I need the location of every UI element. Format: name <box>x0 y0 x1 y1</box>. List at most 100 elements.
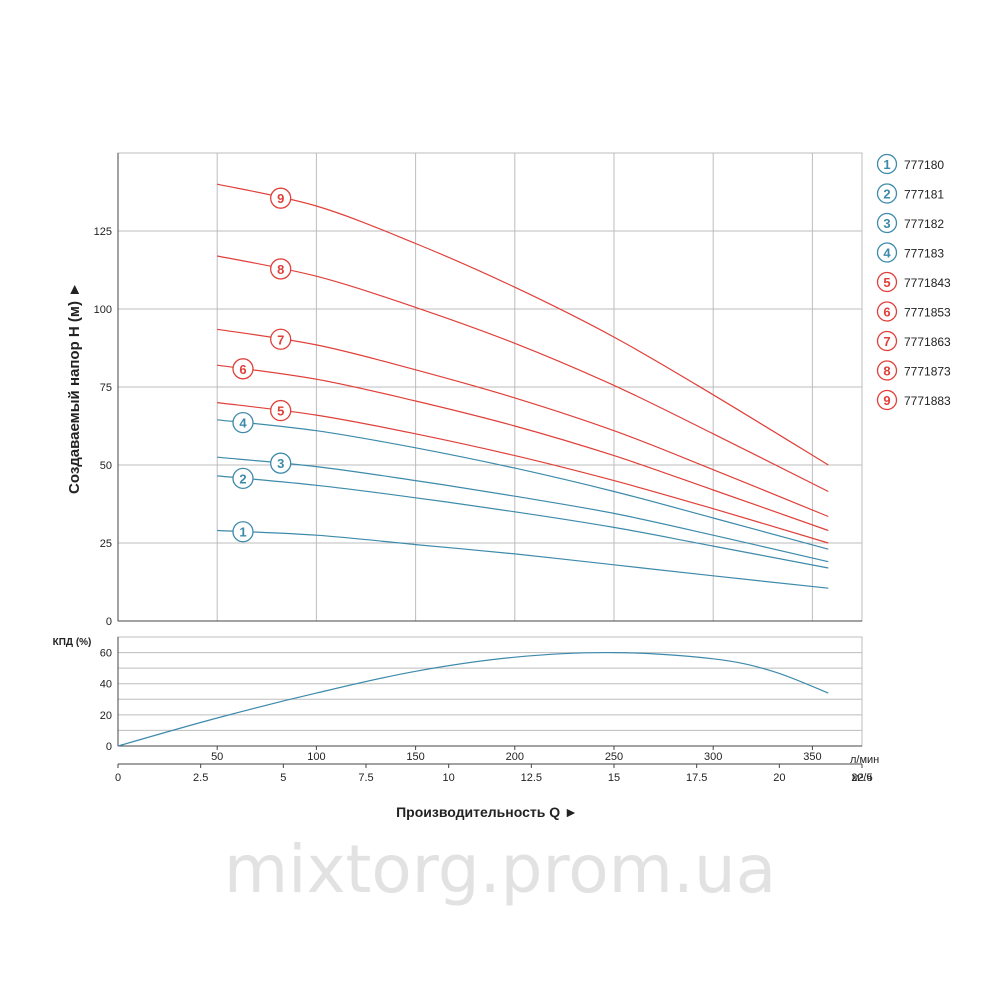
x-unit-m3h: м³/ч <box>852 772 872 784</box>
curve-badge-label: 4 <box>239 416 247 431</box>
legend-badge <box>876 360 898 381</box>
x-tick-label-lpm: 250 <box>605 751 623 763</box>
legend-label: 7771863 <box>904 335 951 349</box>
head-curve-4 <box>217 419 829 550</box>
legend-label: 7771843 <box>904 276 951 290</box>
curve-badge-label: 2 <box>239 471 246 486</box>
efficiency-chart-panel: 0 20 40 60 50 100 150 200 250 300 350 0 2.5 5 7.5 10 12.… <box>100 636 873 784</box>
curve-badge-label: 5 <box>277 404 284 419</box>
legend-label: 777180 <box>904 158 944 172</box>
curve-badge-1 <box>232 521 254 543</box>
curve-badge-label: 7 <box>277 332 284 347</box>
curve-badge-5 <box>270 399 292 422</box>
head-curve-8 <box>217 255 829 493</box>
x-axis-label: Производительность Q ► <box>396 804 578 820</box>
legend-item-5: 5 7771843 <box>876 271 951 293</box>
curve-badge-4 <box>232 411 254 434</box>
head-y-tick-label: 0 <box>106 616 112 628</box>
x-unit-lpm: л/мин <box>850 754 879 766</box>
legend-label: 777182 <box>904 217 944 231</box>
legend-badge <box>876 330 898 352</box>
x-tick-label-lpm: 300 <box>704 751 722 763</box>
head-chart-panel: 0 25 50 75 100 125 1 2 3 4 5 6 7 8 9 <box>94 152 863 628</box>
x-tick-label-lpm: 200 <box>506 751 524 763</box>
head-curve-3 <box>217 456 829 563</box>
legend-badge <box>876 301 898 322</box>
efficiency-axis-label: КПД (%) <box>53 637 92 648</box>
efficiency-curve <box>117 651 829 747</box>
x-tick-label-m3h: 2.5 <box>193 772 208 784</box>
x-tick-label-m3h: 15 <box>608 772 620 784</box>
legend-item-9: 9 7771883 <box>876 389 951 411</box>
legend-label: 7771883 <box>904 394 951 408</box>
legend-badge-label: 3 <box>883 216 890 231</box>
x-tick-label-m3h: 22.5 <box>851 772 872 784</box>
x-tick-label-lpm: 150 <box>406 751 424 763</box>
efficiency-plot-frame <box>117 636 863 747</box>
curve-badge-label: 3 <box>277 456 284 471</box>
curve-badge-7 <box>270 328 292 350</box>
legend-badge-label: 4 <box>883 246 891 261</box>
legend-badge <box>876 389 898 411</box>
efficiency-y-tick-label: 40 <box>100 679 112 691</box>
legend-badge <box>876 212 898 234</box>
x-tick-label-m3h: 0 <box>115 772 121 784</box>
legend-badge-label: 7 <box>883 334 890 349</box>
curve-badge-label: 1 <box>239 525 246 540</box>
head-curve-2 <box>217 475 829 569</box>
legend-badge-label: 8 <box>883 364 890 379</box>
head-y-tick-label: 75 <box>100 382 112 394</box>
x-tick-label-m3h: 7.5 <box>358 772 373 784</box>
legend-badge <box>876 153 898 175</box>
curve-badge-2 <box>232 467 254 490</box>
head-axis-label: Создаваемый напор H (м) ► <box>66 282 83 494</box>
curve-badge-label: 8 <box>277 262 284 277</box>
x-tick-label-m3h: 12.5 <box>521 772 542 784</box>
legend-badge-label: 9 <box>883 393 890 408</box>
head-y-tick-label: 50 <box>100 460 112 472</box>
head-curve-6 <box>217 364 829 532</box>
head-curve-9 <box>217 183 829 466</box>
head-curve-5 <box>217 402 829 544</box>
curve-badge-label: 6 <box>239 362 246 377</box>
head-y-tick-label: 25 <box>100 538 112 550</box>
legend-badge <box>876 271 898 293</box>
legend-badge-label: 6 <box>883 305 890 320</box>
head-curve-7 <box>217 328 829 518</box>
legend-label: 7771853 <box>904 306 951 320</box>
legend-item-2: 2 777181 <box>876 183 944 204</box>
x-tick-label-m3h: 10 <box>443 772 455 784</box>
legend-item-8: 8 7771873 <box>876 360 951 381</box>
x-tick-label-lpm: 50 <box>211 751 223 763</box>
curve-badge-6 <box>232 358 254 380</box>
watermark: mixtorg.prom.ua <box>224 831 776 908</box>
legend-badge <box>876 183 898 204</box>
curve-badge-8 <box>270 258 292 280</box>
x-tick-label-m3h: 20 <box>773 772 785 784</box>
legend-label: 777183 <box>904 247 944 261</box>
legend-item-6: 6 7771853 <box>876 301 951 322</box>
efficiency-y-tick-label: 0 <box>106 741 112 753</box>
curve-badge-label: 9 <box>277 191 284 206</box>
curve-badge-9 <box>270 187 292 209</box>
legend-item-1: 1 777180 <box>876 153 944 175</box>
x-tick-label-lpm: 100 <box>307 751 325 763</box>
head-y-tick-label: 100 <box>94 304 112 316</box>
head-y-tick-label: 125 <box>94 226 112 238</box>
legend-label: 7771873 <box>904 365 951 379</box>
legend-item-7: 7 7771863 <box>876 330 951 352</box>
x-tick-label-lpm: 350 <box>803 751 821 763</box>
curve-badge-3 <box>270 452 292 474</box>
x-tick-label-m3h: 5 <box>280 772 286 784</box>
legend-item-4: 4 777183 <box>876 242 944 263</box>
legend-badge-label: 5 <box>883 275 890 290</box>
head-curve-1 <box>217 529 829 589</box>
legend-badge <box>876 242 898 263</box>
legend-label: 777181 <box>904 188 944 202</box>
efficiency-y-tick-label: 20 <box>100 710 112 722</box>
efficiency-y-tick-label: 60 <box>100 648 112 660</box>
x-tick-label-m3h: 17.5 <box>686 772 707 784</box>
legend-item-3: 3 777182 <box>876 212 944 234</box>
